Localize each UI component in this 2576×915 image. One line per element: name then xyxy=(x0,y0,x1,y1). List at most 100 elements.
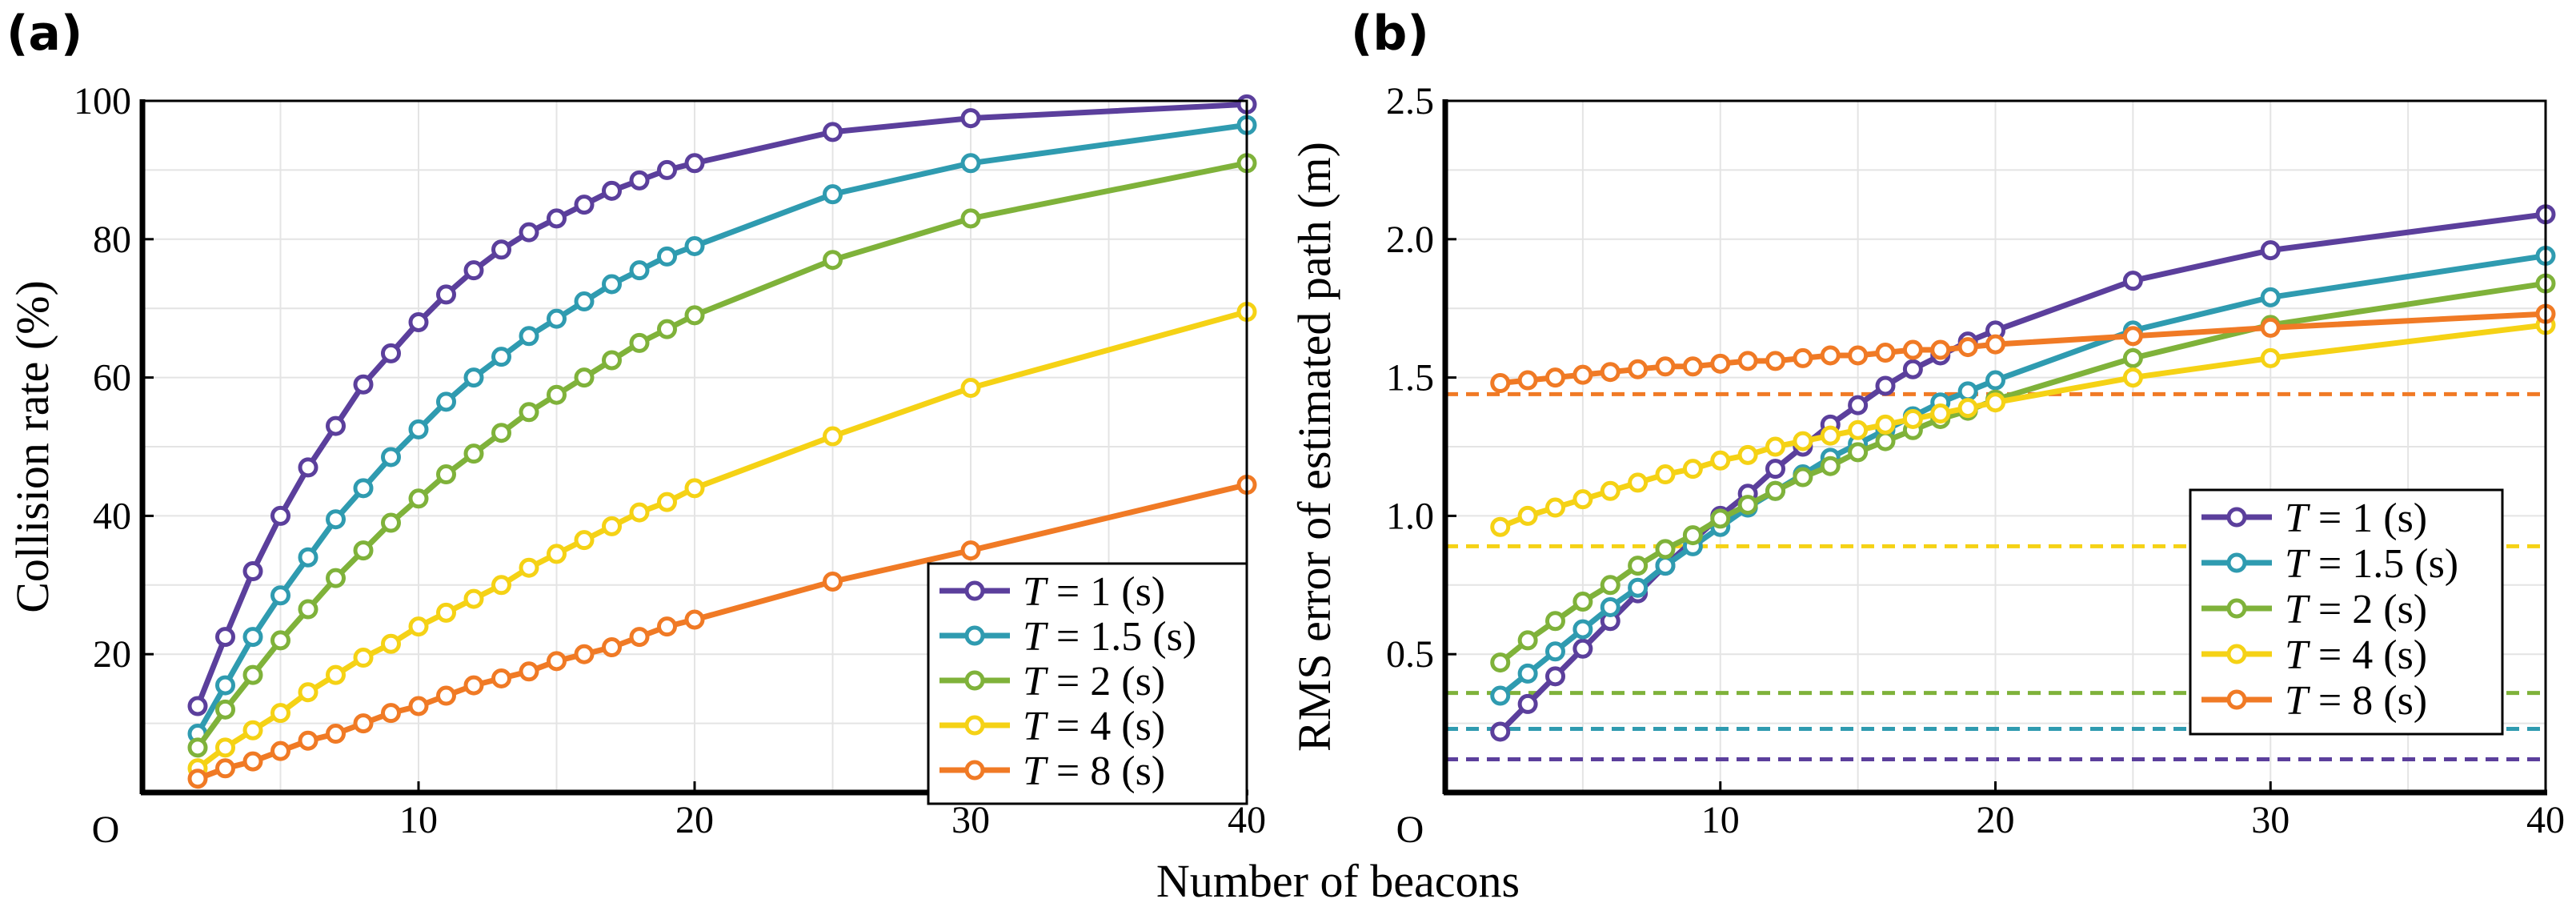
panel-b-point-T=1 xyxy=(1517,693,1538,714)
panel-a-point-T=2 xyxy=(547,384,567,405)
panel-b-point-T=4 xyxy=(1820,425,1841,446)
panel-a-legend-marker-T=8 xyxy=(964,760,985,781)
panel-a-legend-label-T=8: T = 8 (s) xyxy=(1023,748,1165,794)
panel-a-point-T=8 xyxy=(463,675,484,696)
panel-b-series-line-T=8 xyxy=(1500,311,2546,386)
panel-b-point-T=2 xyxy=(1793,467,1813,488)
panel-a-point-T=8 xyxy=(519,661,539,682)
panel-a-point-T=1 xyxy=(547,208,567,229)
panel-b-x-tick-label: 10 xyxy=(1701,799,1740,841)
panel-a-point-T=8 xyxy=(602,637,622,658)
panel-b-y-tick-label: 2.5 xyxy=(1386,80,1434,122)
panel-a-point-T=4 xyxy=(242,720,263,740)
panel-a-point-T=1.5 xyxy=(298,547,318,568)
panel-b-legend-label-T=8: T = 8 (s) xyxy=(2285,678,2427,724)
panel-b-point-T=1 xyxy=(2260,240,2281,261)
panel-a-point-T=4 xyxy=(326,664,346,685)
panel-b-point-T=8 xyxy=(1517,370,1538,391)
panel-a-point-T=4 xyxy=(298,682,318,703)
panel-a-point-T=1 xyxy=(491,239,511,260)
panel-a-point-T=1.5 xyxy=(463,367,484,388)
panel-a-point-T=1.5 xyxy=(602,274,622,295)
panel-a-point-T=8 xyxy=(381,703,401,724)
panel-a-point-T=4 xyxy=(491,575,511,596)
panel-b-x-tick-label: 30 xyxy=(2251,799,2290,841)
panel-b-point-T=2 xyxy=(1875,431,1896,451)
panel-a-point-T=1 xyxy=(960,108,981,129)
panel-b-point-T=8 xyxy=(1545,367,1565,388)
panel-a-y-axis-title: Collision rate (%) xyxy=(6,280,58,613)
panel-b-point-T=8 xyxy=(2260,317,2281,338)
panel-a-point-T=2 xyxy=(326,568,346,588)
panel-a-point-T=4 xyxy=(270,703,290,724)
panel-a-point-T=8 xyxy=(270,740,290,761)
panel-a-point-T=2 xyxy=(574,367,595,388)
panel-a-legend-label-T=4: T = 4 (s) xyxy=(1023,704,1165,749)
panel-a-point-T=1 xyxy=(187,696,208,716)
panel-a-point-T=8 xyxy=(629,627,650,648)
panel-b-point-T=4 xyxy=(1682,459,1703,480)
panel-a-point-T=1 xyxy=(242,561,263,582)
panel-b-point-T=1.5 xyxy=(1545,641,1565,662)
panel-a-point-T=2 xyxy=(408,488,429,509)
panel-b-legend-marker-T=1 xyxy=(2226,507,2247,528)
panel-b-point-T=8 xyxy=(1655,356,1676,377)
panel-a-legend-marker-T=1 xyxy=(964,580,985,601)
panel-a-x-tick-label: 10 xyxy=(399,799,438,841)
panel-b-legend-label-T=1: T = 1 (s) xyxy=(2285,496,2427,541)
panel-b-y-tick-label: 1.5 xyxy=(1386,357,1434,399)
panel-b-point-T=8 xyxy=(1490,373,1511,394)
panel-a-point-T=1.5 xyxy=(657,246,677,267)
panel-b-point-T=2 xyxy=(1600,575,1621,596)
panel-b-label: (b) xyxy=(1351,6,1429,62)
panel-b-point-T=1 xyxy=(1545,666,1565,687)
panel-a-point-T=1.5 xyxy=(408,419,429,439)
panel-b-point-T=4 xyxy=(1517,505,1538,526)
panel-a-point-T=1 xyxy=(463,260,484,281)
panel-a-legend: T = 1 (s)T = 1.5 (s)T = 2 (s)T = 4 (s)T … xyxy=(927,562,1248,805)
panel-a-point-T=8 xyxy=(684,609,705,630)
panel-b-point-T=2 xyxy=(1572,592,1593,612)
panel-b-ticks: 10 20 30 40 0.5 1.0 1.5 2.0 2.5 xyxy=(1386,80,2565,841)
panel-a-point-T=4 xyxy=(519,557,539,578)
panel-a-point-T=1.5 xyxy=(215,675,235,696)
panel-a-point-T=2 xyxy=(270,630,290,651)
panel-b-point-T=2 xyxy=(1490,652,1511,673)
panel-a-point-T=8 xyxy=(408,696,429,716)
panel-b-x-tick-label: 20 xyxy=(1977,799,2015,841)
panel-a-point-T=4 xyxy=(547,544,567,564)
panel-a-point-T=1.5 xyxy=(960,153,981,174)
panel-b-point-T=8 xyxy=(1710,353,1731,374)
panel-a-point-T=1.5 xyxy=(242,627,263,648)
panel-a-point-T=1 xyxy=(353,374,374,395)
panel-a-point-T=8 xyxy=(960,540,981,561)
panel-a-legend-label-T=1.5: T = 1.5 (s) xyxy=(1023,614,1196,660)
panel-b-point-T=8 xyxy=(1572,364,1593,385)
panel-b-legend-marker-T=4 xyxy=(2226,644,2247,664)
panel-a-point-T=1.5 xyxy=(519,326,539,347)
panel-b-y-tick-label: 1.0 xyxy=(1386,495,1434,537)
panel-a-point-T=8 xyxy=(215,758,235,779)
panel-b-point-T=1 xyxy=(1902,359,1923,379)
panel-b-point-T=8 xyxy=(1793,347,1813,368)
panel-b-point-T=2 xyxy=(1682,525,1703,546)
panel-b-point-T=8 xyxy=(1930,339,1951,360)
panel-b-series-line-T=1 xyxy=(1498,211,2546,734)
panel-a-point-T=8 xyxy=(326,724,346,744)
panel-b-point-T=1 xyxy=(1572,638,1593,659)
panel-a-point-T=2 xyxy=(491,423,511,443)
panel-a-point-T=1.5 xyxy=(270,585,290,606)
panel-a-point-T=1.5 xyxy=(326,509,346,530)
panel-b-legend-marker-T=1.5 xyxy=(2226,552,2247,573)
panel-b-point-T=8 xyxy=(1902,339,1923,360)
panel-b-point-T=1 xyxy=(1765,459,1785,480)
panel-b-point-T=1 xyxy=(1490,721,1511,742)
panel-a-point-T=2 xyxy=(657,319,677,339)
panel-b-origin-label: O xyxy=(1396,809,1424,851)
panel-b-point-T=1 xyxy=(2122,271,2143,291)
panel-a-point-T=4 xyxy=(629,502,650,523)
panel-a-point-T=1 xyxy=(436,284,456,305)
panel-a-point-T=1 xyxy=(602,180,622,201)
panel-a-point-T=1 xyxy=(381,343,401,363)
